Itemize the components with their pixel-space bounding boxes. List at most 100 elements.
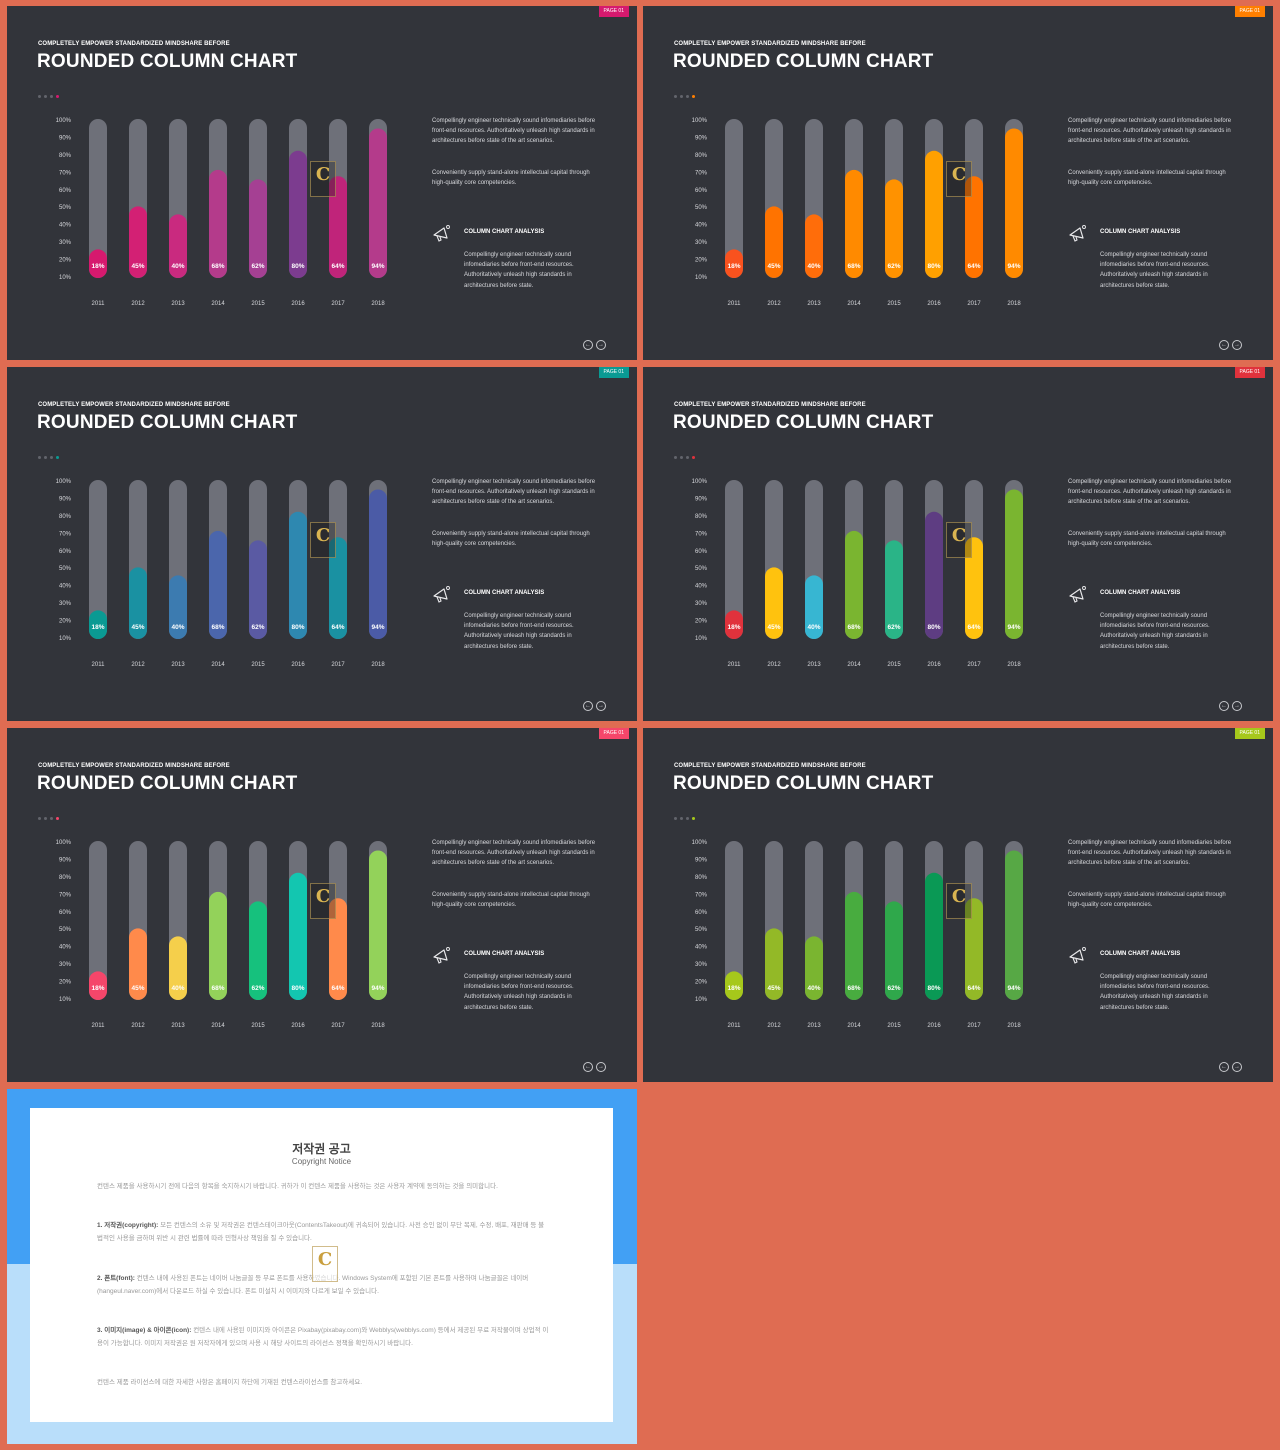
y-tick-label: 30% [695,962,708,968]
title-dot [56,456,59,459]
title-dot [680,456,683,459]
analysis-title: COLUMN CHART ANALYSIS [464,590,545,596]
megaphone-icon [1069,586,1086,603]
next-arrow-icon[interactable]: → [1232,340,1242,350]
bar-track [725,119,743,278]
bar-2018 [1005,489,1023,639]
copyright-intro: 컨텐스 제품을 사용하시기 전에 다음의 항목을 숙지하시기 바랍니다. 귀하가… [97,1183,498,1190]
analysis-text: Compellingly engineer technically sound … [464,252,574,289]
analysis-text: Compellingly engineer technically sound … [464,974,574,1011]
x-tick-label: 2015 [251,301,265,307]
bar-value-label: 40% [171,263,184,270]
bar-2011 [89,971,107,1000]
bar-value-label: 62% [887,985,900,992]
column-chart: 100% 90% 80% 70% 60% 50% 40% 30% 20% 10% 18% 2011 45… [56,118,387,307]
next-arrow-icon[interactable]: → [1232,1062,1242,1072]
description-paragraph-2: Conveniently supply stand-alone intellec… [432,531,590,548]
prev-arrow-icon[interactable]: ← [1219,1062,1229,1072]
x-tick-label: 2014 [211,301,225,307]
slide-title: ROUNDED COLUMN CHART [673,773,934,794]
x-tick-label: 2012 [131,662,145,668]
prev-arrow-icon[interactable]: ← [1219,340,1229,350]
y-tick-label: 30% [59,240,72,246]
y-tick-label: 10% [59,275,72,281]
x-tick-label: 2015 [251,1023,265,1029]
title-dot [44,817,47,820]
next-arrow-icon[interactable]: → [596,701,606,711]
bar-track [89,480,107,639]
y-tick-label: 80% [59,875,72,881]
title-dot [686,95,689,98]
prev-arrow-icon[interactable]: ← [1219,701,1229,711]
prev-arrow-icon[interactable]: ← [583,701,593,711]
bar-2017 [965,176,983,278]
bar-value-label: 45% [131,624,144,631]
x-tick-label: 2014 [211,1023,225,1029]
description-paragraph-1: Compellingly engineer technically sound … [432,840,596,867]
bar-value-label: 18% [91,985,104,992]
prev-arrow-icon[interactable]: ← [583,340,593,350]
analysis-text: Compellingly engineer technically sound … [1100,974,1210,1011]
bar-2015 [885,901,903,1000]
y-tick-label: 40% [695,584,708,590]
slide-nav: ← → [1219,1055,1245,1073]
copyright-card: 저작권 공고 Copyright Notice 컨텐스 제품을 사용하시기 전에… [30,1108,613,1422]
bar-2016 [289,150,307,278]
megaphone-icon [433,225,450,242]
title-dots [38,446,62,459]
y-tick-label: 70% [695,892,708,898]
bar-value-label: 68% [847,263,860,270]
megaphone-icon [433,586,450,603]
bar-2017 [329,537,347,639]
y-tick-label: 50% [59,566,72,572]
bar-value-label: 40% [807,985,820,992]
megaphone-icon [1069,947,1086,964]
y-tick-label: 80% [59,153,72,159]
bar-2018 [369,128,387,278]
bar-2012 [129,928,147,1000]
y-tick-label: 90% [59,496,72,502]
slide-nav: ← → [583,1055,609,1073]
copyright-panel: 저작권 공고 Copyright Notice 컨텐스 제품을 사용하시기 전에… [7,1089,637,1444]
y-tick-label: 60% [59,549,72,555]
bar-2016 [289,511,307,639]
title-dot [38,95,41,98]
x-tick-label: 2012 [131,1023,145,1029]
title-dot [680,95,683,98]
x-tick-label: 2012 [767,301,781,307]
bar-2011 [89,610,107,639]
x-tick-label: 2017 [331,301,345,307]
y-tick-label: 30% [59,601,72,607]
title-dots [38,807,62,820]
bar-2014 [209,169,227,278]
bar-2017 [965,898,983,1000]
bar-2011 [89,249,107,278]
x-tick-label: 2011 [728,301,742,307]
title-dot [686,456,689,459]
y-tick-label: 30% [695,240,708,246]
x-tick-label: 2012 [131,301,145,307]
y-tick-label: 100% [692,840,708,846]
next-arrow-icon[interactable]: → [1232,701,1242,711]
bar-value-label: 68% [211,263,224,270]
copyright-item-1: 1. 저작권(copyright): 모든 컨텐스의 소유 및 저작권은 컨텐스… [97,1219,549,1245]
x-tick-label: 2011 [728,1023,742,1029]
bar-value-label: 45% [767,263,780,270]
x-tick-label: 2016 [927,301,941,307]
next-arrow-icon[interactable]: → [596,1062,606,1072]
bar-track [725,480,743,639]
y-tick-label: 10% [695,997,708,1003]
bar-2015 [249,540,267,639]
y-tick-label: 40% [59,223,72,229]
x-tick-label: 2014 [211,662,225,668]
slide-5: PAGE 01 COMPLETELY EMPOWER STANDARDIZED M… [7,728,637,1082]
next-arrow-icon[interactable]: → [596,340,606,350]
title-dot [692,817,695,820]
bar-2012 [129,206,147,278]
description-paragraph-1: Compellingly engineer technically sound … [1068,840,1232,867]
x-tick-label: 2015 [251,662,265,668]
bar-value-label: 62% [251,263,264,270]
bar-value-label: 45% [131,263,144,270]
prev-arrow-icon[interactable]: ← [583,1062,593,1072]
slide-subtitle: COMPLETELY EMPOWER STANDARDIZED MINDSHAR… [38,402,230,408]
